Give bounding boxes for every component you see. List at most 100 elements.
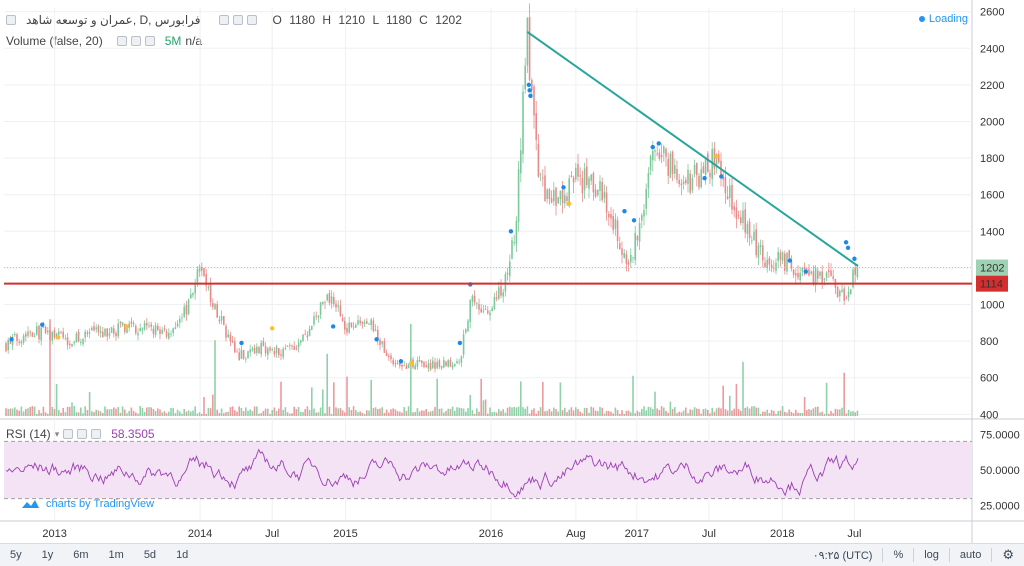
settings-icon[interactable] <box>232 15 243 25</box>
candle-body <box>718 154 720 163</box>
volume-eye-icon[interactable] <box>116 36 127 46</box>
volume-bar <box>421 410 423 416</box>
volume-bar <box>333 382 335 416</box>
volume-close-icon[interactable] <box>144 36 155 46</box>
volume-bar <box>484 399 487 416</box>
candle-body <box>27 331 29 336</box>
time-tick-label: Aug <box>566 528 586 540</box>
signal-marker <box>702 176 707 181</box>
candle-body <box>185 304 188 315</box>
candle-body <box>234 341 236 353</box>
candle-body <box>777 251 779 262</box>
candle-body <box>473 295 476 303</box>
candle-body <box>509 261 511 277</box>
volume-bar <box>130 407 133 416</box>
candle-body <box>55 333 58 338</box>
volume-bar <box>157 408 159 416</box>
candle-body <box>368 323 370 325</box>
candle-body <box>546 189 548 199</box>
timeframe-5d[interactable]: 5d <box>143 549 157 561</box>
log-toggle[interactable]: log <box>924 549 939 561</box>
ohlc-l-label: L <box>372 13 379 27</box>
candle-body <box>361 321 364 324</box>
chevron-down-icon[interactable]: ▾ <box>54 428 60 439</box>
volume-settings-icon[interactable] <box>130 36 141 46</box>
candle-body <box>482 310 485 312</box>
volume-bar <box>40 413 42 416</box>
volume-bar <box>300 412 302 416</box>
candle-body <box>707 153 709 172</box>
rsi-close-icon[interactable] <box>91 429 102 439</box>
percent-toggle[interactable]: % <box>893 549 904 561</box>
chart-canvas[interactable]: 4006008001000120014001600180020002200240… <box>0 0 1024 543</box>
candle-body <box>124 323 126 332</box>
candle-body <box>443 360 445 368</box>
candle-body <box>638 223 641 242</box>
volume-bar <box>311 387 313 416</box>
volume-bar <box>245 407 247 416</box>
volume-bar <box>493 411 496 416</box>
signal-marker <box>124 324 129 329</box>
timeframe-1y[interactable]: 1y <box>41 549 54 561</box>
candle-body <box>764 262 766 268</box>
volume-bar <box>278 408 280 416</box>
volume-bar <box>531 409 533 416</box>
rsi-settings-icon[interactable] <box>77 429 88 439</box>
candle-body <box>130 321 133 324</box>
gear-icon[interactable]: ⚙ <box>1002 547 1014 562</box>
timeframe-5y[interactable]: 5y <box>10 549 22 561</box>
last-price-label: 1202 <box>980 263 1004 275</box>
candle-body <box>704 157 707 175</box>
volume-bar <box>834 408 837 416</box>
candle-body <box>388 355 390 358</box>
volume-bar <box>25 408 27 416</box>
candle-body <box>80 342 82 343</box>
clock-readout[interactable]: ۰۹:۲۵ (UTC) <box>812 549 873 562</box>
volume-bar <box>559 382 562 416</box>
volume-bar <box>132 410 135 416</box>
volume-bar <box>190 411 192 416</box>
rsi-tick-label: 50.0000 <box>980 465 1020 477</box>
candle-body <box>196 269 199 283</box>
volume-bar <box>817 406 819 416</box>
candle-body <box>449 359 452 367</box>
candle-body <box>209 284 212 303</box>
candle-body <box>223 316 225 325</box>
volume-bar <box>680 412 683 416</box>
timeframe-1d[interactable]: 1d <box>176 549 189 561</box>
candle-body <box>825 272 828 278</box>
volume-bar <box>212 394 214 416</box>
volume-bar <box>150 407 152 416</box>
auto-toggle[interactable]: auto <box>959 549 982 561</box>
volume-bar <box>196 413 199 416</box>
candle-body <box>781 252 784 261</box>
candle-body <box>143 323 146 329</box>
candle-body <box>163 328 166 330</box>
candle-body <box>249 349 251 353</box>
divider <box>882 548 884 562</box>
candle-body <box>319 302 322 315</box>
timeframe-1m[interactable]: 1m <box>108 549 124 561</box>
volume-bar <box>337 408 339 416</box>
candle-body <box>627 262 630 265</box>
collapse-icon[interactable] <box>6 15 16 25</box>
candle-body <box>839 291 841 297</box>
volume-bar <box>482 400 485 416</box>
candle-body <box>377 330 379 340</box>
rsi-eye-icon[interactable] <box>63 429 74 439</box>
eye-icon[interactable] <box>218 15 229 25</box>
volume-bar <box>284 407 287 416</box>
tradingview-brand[interactable]: charts by TradingView <box>20 498 154 510</box>
close-icon[interactable] <box>246 15 257 25</box>
volume-bar <box>170 407 172 416</box>
candle-body <box>416 360 419 367</box>
candle-body <box>293 346 295 350</box>
volume-bar <box>282 409 284 416</box>
candle-body <box>29 332 31 333</box>
signal-marker <box>631 218 637 223</box>
timeframe-6m[interactable]: 6m <box>73 549 89 561</box>
volume-bar <box>458 407 460 416</box>
candle-body <box>847 291 850 298</box>
candle-body <box>709 172 711 177</box>
candle-body <box>218 319 221 322</box>
